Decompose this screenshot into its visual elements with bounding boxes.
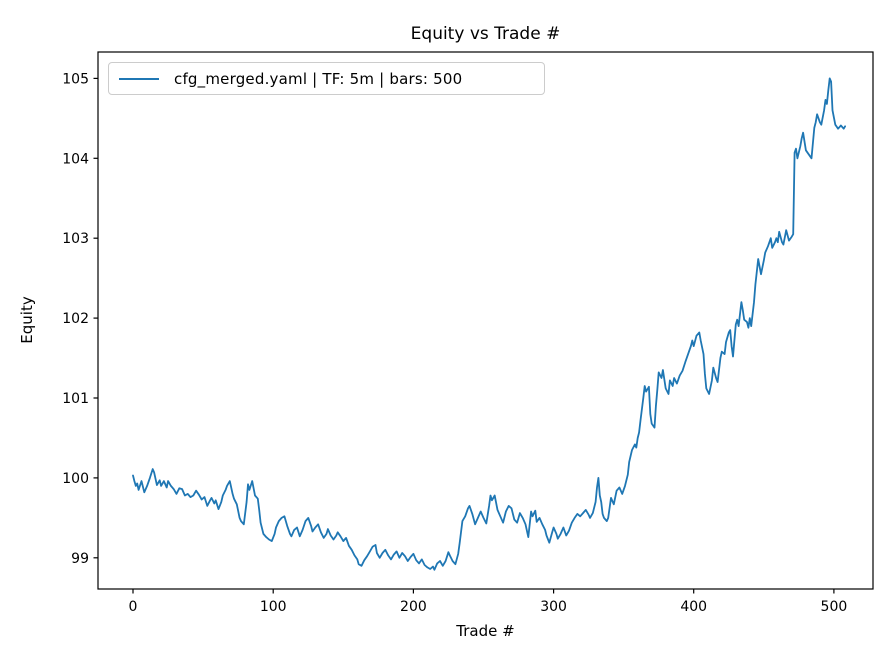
- y-axis-label: Equity: [18, 296, 36, 344]
- y-tick-label: 99: [71, 551, 89, 567]
- y-tick-label: 100: [62, 471, 89, 487]
- x-tick-label: 500: [821, 599, 848, 615]
- y-tick-label: 103: [62, 231, 89, 247]
- legend-line-sample: [119, 77, 159, 80]
- x-tick-label: 200: [400, 599, 427, 615]
- y-tick-label: 102: [62, 311, 89, 327]
- axes-spines: [97, 51, 874, 590]
- x-tick-label: 0: [129, 599, 138, 615]
- y-tick-label: 104: [62, 151, 89, 167]
- legend-label: cfg_merged.yaml | TF: 5m | bars: 500: [174, 69, 463, 88]
- x-tick-label: 100: [260, 599, 287, 615]
- x-tick-label: 300: [540, 599, 567, 615]
- x-axis-label: Trade #: [456, 622, 515, 640]
- y-tick-label: 101: [62, 391, 89, 407]
- equity-series-path: [132, 77, 846, 571]
- chart-title: Equity vs Trade #: [410, 24, 561, 44]
- axis-ticks: 0 100 200 300 400 500 99 100 101 102 103 104 105: [62, 71, 847, 615]
- x-tick-label: 400: [680, 599, 707, 615]
- equity-line: [132, 77, 846, 571]
- legend: cfg_merged.yaml | TF: 5m | bars: 500: [108, 62, 545, 95]
- y-tick-label: 105: [62, 71, 89, 87]
